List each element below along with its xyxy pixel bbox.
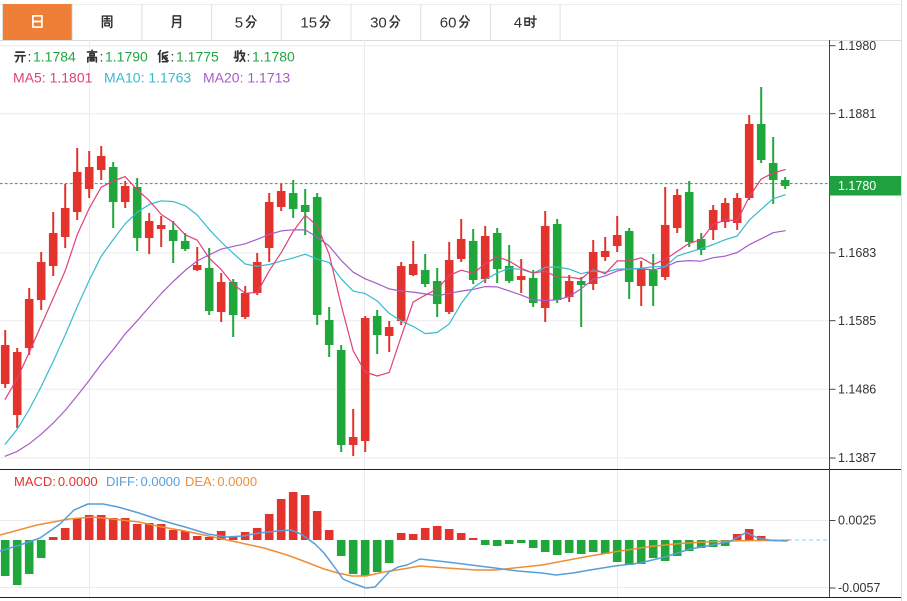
svg-text:1.1784: 1.1784	[33, 49, 76, 65]
svg-text:1.1980: 1.1980	[838, 39, 876, 53]
svg-text:MACD:0.0000: MACD: 0.0000	[14, 474, 98, 489]
svg-text::: :	[247, 49, 251, 65]
svg-text:1.1775: 1.1775	[176, 49, 219, 65]
svg-text::: :	[100, 49, 104, 65]
svg-text:MA10: 1.1763: MA10: 1.1763	[104, 70, 191, 86]
svg-text:MA20: 1.1713: MA20: 1.1713	[203, 70, 290, 86]
svg-text:4: 4	[514, 15, 522, 32]
svg-text:1.1780: 1.1780	[252, 49, 295, 65]
svg-text:0.0025: 0.0025	[838, 514, 876, 528]
svg-text:-0.0057: -0.0057	[838, 581, 880, 595]
svg-text:15: 15	[300, 15, 317, 32]
svg-text:1.1790: 1.1790	[105, 49, 148, 65]
svg-text:DEA:0.0000: DEA: 0.0000	[185, 474, 257, 489]
svg-text:1.1881: 1.1881	[838, 107, 876, 121]
svg-text:5: 5	[235, 15, 243, 32]
svg-text:1.1683: 1.1683	[838, 246, 876, 260]
svg-text:60: 60	[440, 15, 457, 32]
svg-text:MA5: 1.1801: MA5: 1.1801	[13, 70, 93, 86]
svg-text:1.1486: 1.1486	[838, 383, 876, 397]
svg-text:1.1780: 1.1780	[838, 179, 876, 193]
svg-text:1.1387: 1.1387	[838, 451, 876, 465]
svg-text:DIFF:0.0000: DIFF: 0.0000	[106, 474, 180, 489]
svg-text:30: 30	[370, 15, 387, 32]
svg-text::: :	[28, 49, 32, 65]
svg-text:1.1585: 1.1585	[838, 314, 876, 328]
svg-text::: :	[171, 49, 175, 65]
